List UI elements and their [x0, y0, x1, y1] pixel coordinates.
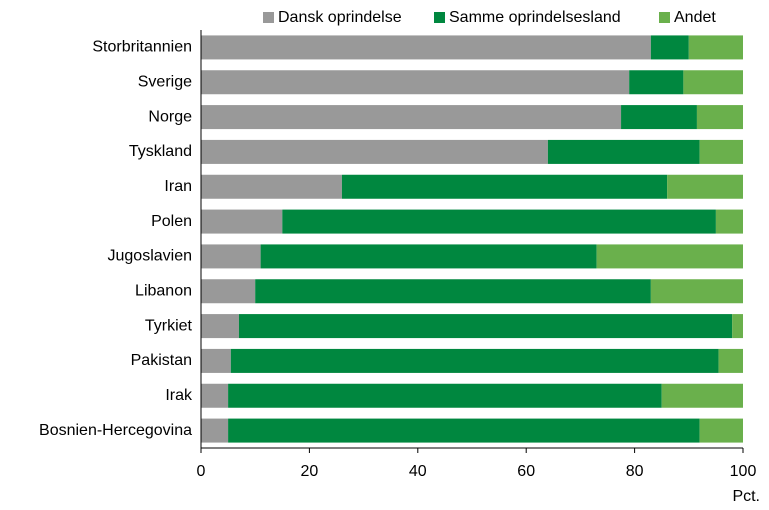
bar-segment: [201, 383, 229, 408]
y-tick-label: Polen: [151, 213, 192, 230]
y-tick-label: Jugoslavien: [108, 248, 193, 265]
bar-segment: [201, 70, 630, 95]
y-tick-label: Sverige: [138, 73, 192, 90]
x-tick-label: 80: [626, 463, 644, 480]
bar-segment: [715, 209, 743, 234]
bar-segment: [228, 383, 662, 408]
bar-segment: [547, 139, 700, 164]
bar-segment: [699, 139, 743, 164]
legend-swatch: [263, 12, 274, 23]
bar-segment: [650, 35, 689, 60]
x-tick-label: 0: [197, 463, 206, 480]
x-axis-label: Pct.: [732, 488, 760, 505]
legend-label: Andet: [674, 9, 716, 26]
bar-segment: [201, 314, 239, 339]
bar-segment: [699, 418, 743, 443]
bar-segment: [201, 174, 342, 199]
y-tick-label: Tyskland: [129, 143, 192, 160]
bar-segment: [238, 314, 733, 339]
bar-segment: [732, 314, 743, 339]
bar-segment: [201, 35, 651, 60]
y-tick-label: Pakistan: [131, 352, 192, 369]
bar-segment: [683, 70, 743, 95]
y-tick-label: Iran: [164, 178, 192, 195]
bar-segment: [201, 348, 231, 373]
bar-segment: [696, 105, 743, 130]
bar-segment: [688, 35, 743, 60]
bar-segment: [341, 174, 668, 199]
bar-segment: [629, 70, 684, 95]
bar-segment: [596, 244, 743, 269]
bar-segment: [255, 279, 651, 304]
legend-swatch: [659, 12, 670, 23]
bar-segment: [282, 209, 716, 234]
bar-segment: [661, 383, 743, 408]
bar-segment: [650, 279, 743, 304]
bar-segment: [201, 279, 256, 304]
x-tick-label: 60: [517, 463, 535, 480]
x-tick-label: 100: [730, 463, 757, 480]
bar-segment: [667, 174, 743, 199]
bar-segment: [201, 244, 261, 269]
y-tick-label: Norge: [148, 108, 192, 125]
y-tick-label: Bosnien-Hercegovina: [39, 422, 192, 439]
legend-label: Samme oprindelsesland: [449, 9, 621, 26]
x-tick-label: 40: [409, 463, 427, 480]
y-tick-label: Irak: [165, 387, 193, 404]
legend-swatch: [434, 12, 445, 23]
bar-segment: [228, 418, 700, 443]
bar-segment: [718, 348, 743, 373]
bar-segment: [201, 209, 283, 234]
bar-segment: [201, 139, 548, 164]
bar-segment: [621, 105, 697, 130]
bar-segment: [260, 244, 597, 269]
bar-segment: [201, 418, 229, 443]
y-tick-label: Storbritannien: [92, 39, 192, 56]
x-tick-label: 20: [301, 463, 319, 480]
legend-label: Dansk oprindelse: [278, 9, 402, 26]
y-tick-label: Tyrkiet: [145, 317, 193, 334]
y-tick-label: Libanon: [135, 282, 192, 299]
bar-segment: [230, 348, 719, 373]
bar-segment: [201, 105, 622, 130]
